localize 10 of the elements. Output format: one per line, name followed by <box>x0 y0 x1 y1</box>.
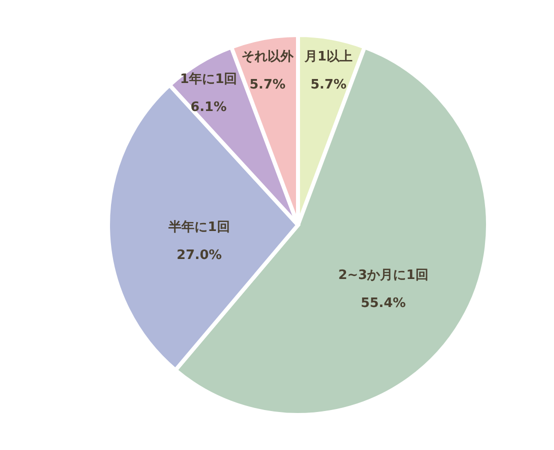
slice-label: 月1以上 <box>303 50 353 65</box>
slice-label: 1年に1回 <box>180 72 238 88</box>
slice-label: 2~3か月に1回 <box>338 268 428 283</box>
slice-label: 半年に1回 <box>168 220 230 236</box>
data-label: 55.4% <box>360 296 406 311</box>
data-label: 5.7% <box>310 78 347 93</box>
data-label: 6.1% <box>190 100 227 116</box>
data-label: 27.0% <box>176 248 222 264</box>
slice-label: それ以外 <box>242 50 295 65</box>
data-label: 5.7% <box>249 78 286 93</box>
